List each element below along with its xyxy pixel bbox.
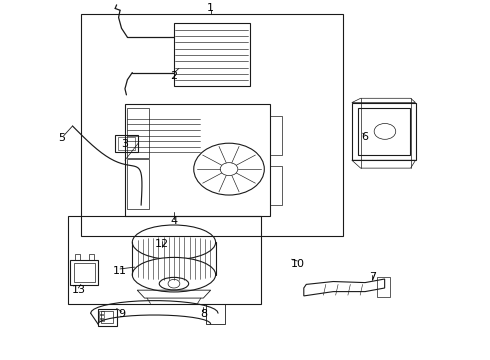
Bar: [206, 304, 225, 324]
Bar: [75, 254, 80, 260]
Bar: [81, 14, 343, 236]
Text: 11: 11: [113, 266, 127, 276]
Text: 5: 5: [58, 132, 65, 143]
Text: 2: 2: [171, 71, 177, 81]
Bar: [174, 23, 250, 86]
Bar: [98, 309, 117, 326]
Text: 13: 13: [72, 285, 85, 295]
Text: 12: 12: [155, 239, 169, 249]
Bar: [358, 108, 410, 155]
Bar: [352, 103, 416, 160]
Text: 3: 3: [122, 139, 128, 149]
Bar: [99, 315, 104, 318]
Bar: [99, 311, 104, 314]
Text: 4: 4: [171, 216, 177, 226]
Text: 6: 6: [362, 132, 368, 142]
Bar: [74, 263, 95, 282]
Bar: [377, 277, 390, 297]
Bar: [270, 116, 282, 155]
Bar: [70, 260, 98, 285]
Bar: [68, 216, 261, 304]
Text: 7: 7: [369, 272, 376, 282]
Bar: [101, 311, 113, 323]
Bar: [89, 254, 94, 260]
Ellipse shape: [132, 257, 216, 292]
Bar: [127, 158, 149, 209]
Bar: [125, 104, 270, 216]
Bar: [99, 319, 104, 321]
Bar: [115, 135, 138, 152]
Text: 1: 1: [207, 3, 214, 13]
Text: 9: 9: [118, 309, 125, 319]
Text: 8: 8: [200, 309, 207, 319]
Text: 10: 10: [291, 258, 304, 269]
Bar: [270, 166, 282, 205]
Bar: [118, 137, 135, 150]
Bar: [127, 108, 149, 158]
